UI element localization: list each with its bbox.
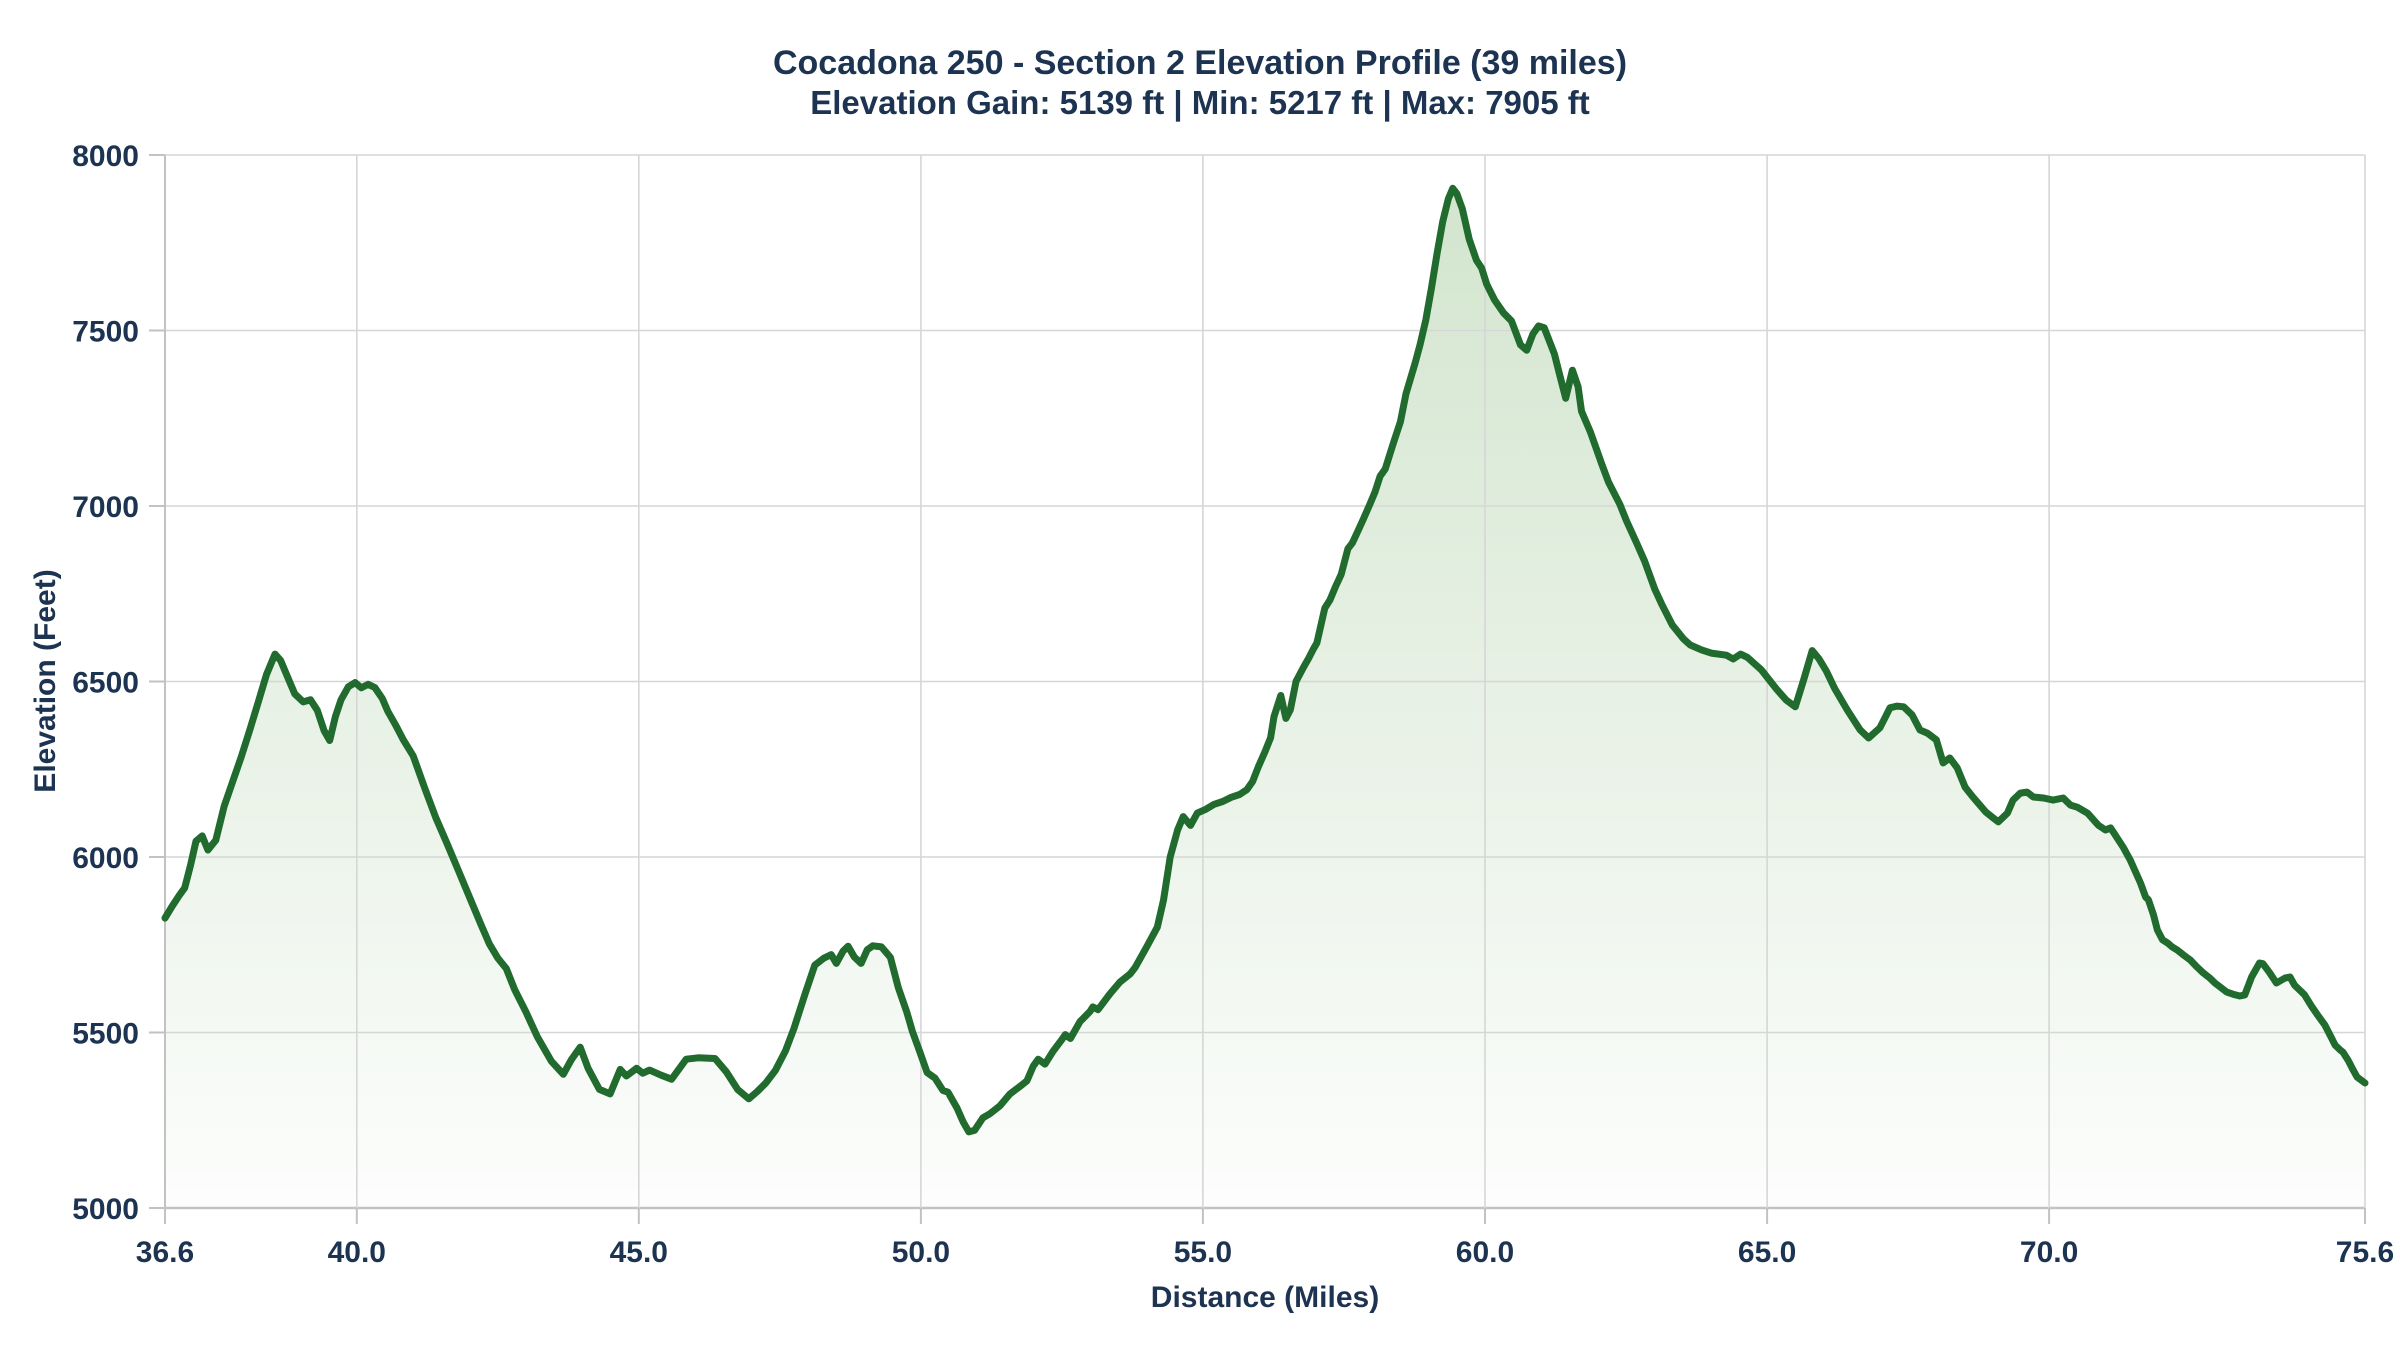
y-tick-label: 5500 — [72, 1018, 139, 1051]
y-tick-label: 5000 — [72, 1193, 139, 1226]
x-tick-label: 50.0 — [892, 1236, 950, 1269]
elevation-area — [165, 188, 2365, 1209]
x-tick-label: 36.6 — [136, 1236, 194, 1269]
x-axis-title: Distance (Miles) — [1151, 1281, 1379, 1314]
x-tick-label: 65.0 — [1738, 1236, 1796, 1269]
x-tick-label: 40.0 — [328, 1236, 386, 1269]
x-tick-label: 55.0 — [1174, 1236, 1232, 1269]
y-tick-label: 8000 — [72, 140, 139, 173]
x-tick-label: 75.6 — [2336, 1236, 2394, 1269]
y-tick-label: 7000 — [72, 491, 139, 524]
y-tick-label: 6000 — [72, 842, 139, 875]
x-tick-label: 45.0 — [610, 1236, 668, 1269]
x-tick-label: 70.0 — [2020, 1236, 2078, 1269]
elevation-line — [161, 184, 2369, 1136]
y-axis-title: Elevation (Feet) — [29, 569, 62, 792]
y-tick-label: 6500 — [72, 667, 139, 700]
x-tick-label: 60.0 — [1456, 1236, 1514, 1269]
plot-area: 36.6 40.0 45.0 50.0 55.0 60.0 65.0 70.0 75.6 5000… — [72, 140, 2394, 1269]
chart-subtitle: Elevation Gain: 5139 ft | Min: 5217 ft |… — [810, 84, 1590, 121]
y-tick-label: 7500 — [72, 316, 139, 349]
chart-title: Cocadona 250 - Section 2 Elevation Profi… — [773, 44, 1627, 82]
